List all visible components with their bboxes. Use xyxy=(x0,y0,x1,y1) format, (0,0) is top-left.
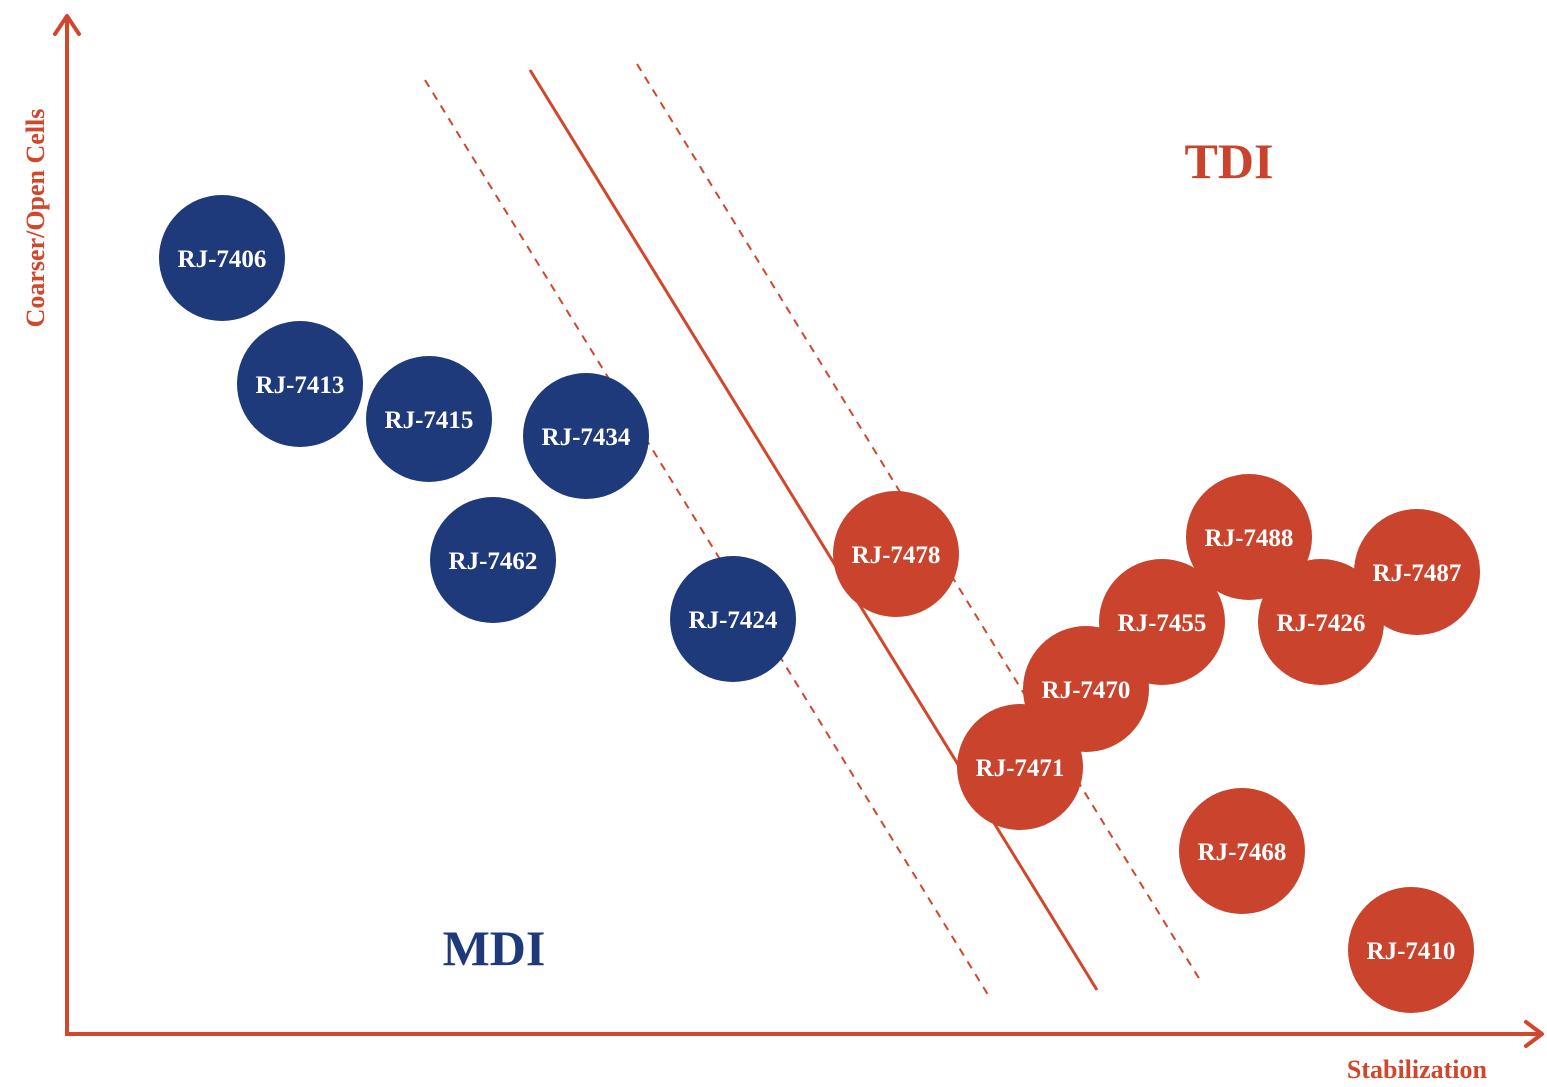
bubble-label: RJ-7470 xyxy=(1042,677,1131,704)
y-axis-label: Coarser/Open Cells xyxy=(21,109,50,328)
bubble-circle xyxy=(237,321,363,447)
bubble-rj-7406: RJ-7406 xyxy=(159,195,285,321)
x-axis-arrowhead xyxy=(1524,1020,1544,1048)
bubble-rj-7410: RJ-7410 xyxy=(1348,887,1474,1013)
bubble-layer: RJ-7406 RJ-7413 RJ-7415 RJ-7434 RJ-7462 RJ-74… xyxy=(159,195,1480,1013)
divider-solid xyxy=(528,69,1099,991)
bubble-circle xyxy=(1354,509,1480,635)
bubble-label: RJ-7410 xyxy=(1367,938,1456,965)
bubble-circle xyxy=(523,373,649,499)
bubble-rj-7434: RJ-7434 xyxy=(523,373,649,499)
bubble-rj-7488: RJ-7488 xyxy=(1186,474,1312,600)
bubble-label: RJ-7478 xyxy=(852,542,941,569)
bubble-circle xyxy=(670,556,796,682)
bubble-label: RJ-7406 xyxy=(178,246,267,273)
bubble-label: RJ-7415 xyxy=(385,407,474,434)
bubble-label: RJ-7455 xyxy=(1118,610,1207,637)
bubble-rj-7413: RJ-7413 xyxy=(237,321,363,447)
bubble-circle xyxy=(366,356,492,482)
bubble-rj-7415: RJ-7415 xyxy=(366,356,492,482)
bubble-label: RJ-7426 xyxy=(1277,610,1366,637)
x-axis-label: Stabilization xyxy=(1347,1055,1488,1084)
bubble-rj-7478: RJ-7478 xyxy=(833,491,959,617)
bubble-circle xyxy=(1258,559,1384,685)
bubble-circle xyxy=(1348,887,1474,1013)
region-label-mdi: MDI xyxy=(443,920,546,976)
y-axis-arrowhead xyxy=(53,14,81,36)
bubble-circle xyxy=(1186,474,1312,600)
bubble-circle xyxy=(833,491,959,617)
bubble-rj-7487: RJ-7487 xyxy=(1354,509,1480,635)
bubble-label: RJ-7462 xyxy=(449,548,538,575)
bubble-rj-7471: RJ-7471 xyxy=(957,704,1083,830)
bubble-circle xyxy=(957,704,1083,830)
bubble-label: RJ-7424 xyxy=(689,607,778,634)
bubble-label: RJ-7471 xyxy=(976,755,1065,782)
bubble-circle xyxy=(159,195,285,321)
region-label-tdi: TDI xyxy=(1185,133,1274,189)
bubble-rj-7462: RJ-7462 xyxy=(430,497,556,623)
bubble-label: RJ-7434 xyxy=(542,424,631,451)
bubble-rj-7424: RJ-7424 xyxy=(670,556,796,682)
bubble-circle xyxy=(430,497,556,623)
bubble-label: RJ-7487 xyxy=(1373,560,1462,587)
bubble-label: RJ-7413 xyxy=(256,372,345,399)
bubble-rj-7468: RJ-7468 xyxy=(1179,788,1305,914)
bubble-circle xyxy=(1179,788,1305,914)
bubble-label: RJ-7468 xyxy=(1198,839,1287,866)
bubble-rj-7426: RJ-7426 xyxy=(1258,559,1384,685)
bubble-label: RJ-7488 xyxy=(1205,525,1294,552)
